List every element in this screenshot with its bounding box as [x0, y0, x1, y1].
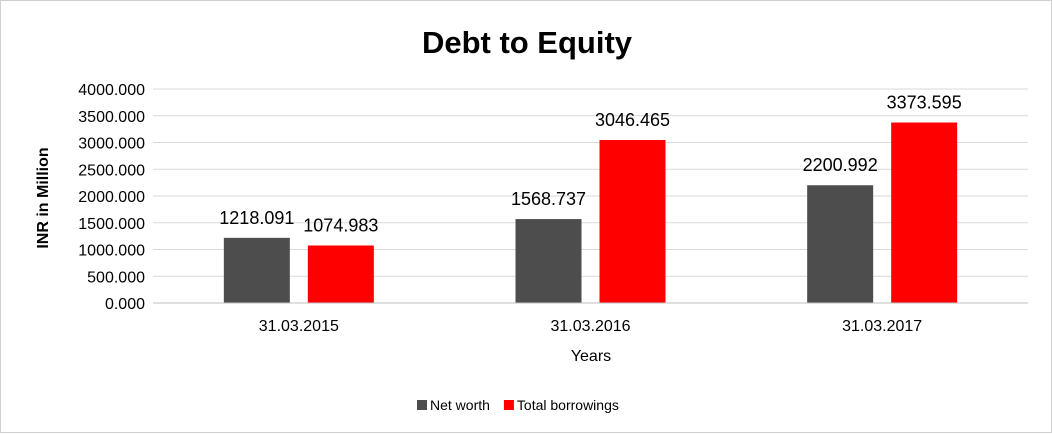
y-tick-label: 3000.000 [78, 136, 145, 153]
x-axis-ticks: 31.03.2015 31.03.2016 31.03.2017 [259, 318, 923, 335]
x-tick-label: 31.03.2017 [842, 318, 922, 335]
y-tick-label: 2500.000 [78, 162, 145, 179]
y-axis-label: INR in Million [35, 147, 52, 248]
bar-net-worth [223, 237, 290, 303]
y-tick-label: 3500.000 [78, 109, 145, 126]
x-tick-label: 31.03.2016 [550, 318, 630, 335]
bar-total-borrowings [307, 245, 374, 303]
chart-title: Debt to Equity [422, 25, 633, 60]
legend-label: Net worth [430, 397, 490, 413]
legend-swatch [503, 400, 514, 410]
data-labels: 1218.091 1074.983 1568.737 3046.465 2200.992… [219, 93, 961, 236]
bar-net-worth [807, 185, 874, 303]
data-label: 3373.595 [887, 93, 962, 113]
x-axis-label: Years [571, 348, 611, 365]
y-tick-label: 500.000 [87, 269, 145, 286]
legend: Net worth Total borrowings [417, 397, 619, 413]
y-tick-label: 4000.000 [78, 82, 145, 99]
data-label: 3046.465 [595, 110, 670, 130]
bars [223, 122, 958, 303]
legend-swatch [417, 400, 427, 410]
y-tick-label: 0.000 [105, 296, 145, 313]
data-label: 1074.983 [303, 215, 378, 235]
data-label: 1218.091 [219, 208, 294, 228]
gridlines [153, 88, 1028, 277]
y-axis-ticks: 0.000 500.000 1000.000 1500.000 2000.000 2500… [78, 82, 145, 313]
data-label: 2200.992 [803, 155, 878, 175]
bar-net-worth [515, 219, 582, 303]
y-tick-label: 2000.000 [78, 189, 145, 206]
y-tick-label: 1000.000 [78, 243, 145, 260]
y-tick-label: 1500.000 [78, 216, 145, 233]
x-tick-label: 31.03.2015 [259, 318, 339, 335]
legend-label: Total borrowings [517, 397, 619, 413]
bar-total-borrowings [891, 122, 958, 303]
data-label: 1568.737 [511, 189, 586, 209]
bar-total-borrowings [599, 140, 666, 303]
